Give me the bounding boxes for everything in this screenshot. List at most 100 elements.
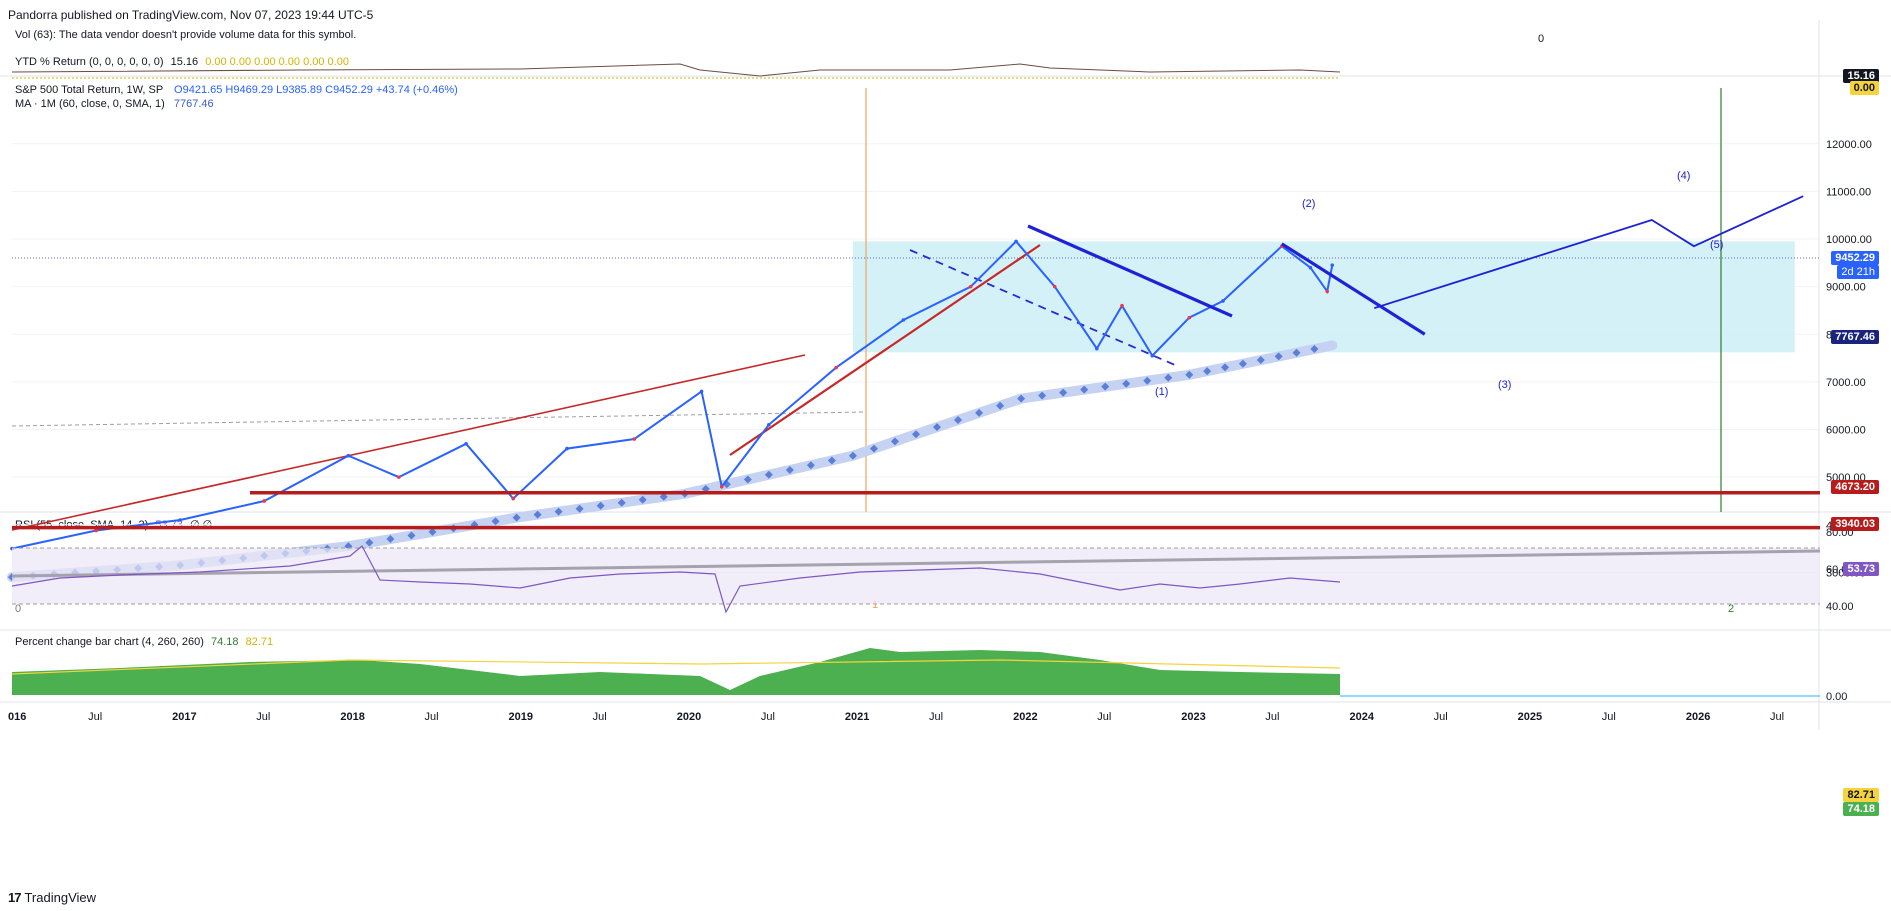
time-tick-15: Jul <box>1265 711 1279 723</box>
price-point-25 <box>1325 289 1330 294</box>
time-tick-3: Jul <box>256 711 270 723</box>
price-point-18 <box>1095 346 1099 351</box>
time-tick-0: 016 <box>8 711 26 723</box>
ma-series <box>7 340 1338 583</box>
time-tick-17: Jul <box>1434 711 1448 723</box>
ma-diamond-7-4 <box>1256 356 1265 365</box>
ma-diamond-2-1 <box>365 538 374 547</box>
ma-diamond-6-5 <box>1122 379 1131 388</box>
ma-diamond-3-2 <box>554 507 563 516</box>
ytd-line <box>11 63 1341 77</box>
publisher-header: Pandorra published on TradingView.com, N… <box>8 8 374 22</box>
price-tick-5: 7000.00 <box>1826 377 1866 389</box>
ma-diamond-7-2 <box>1221 363 1230 372</box>
price-point-5 <box>397 475 401 479</box>
wave-1-label: (1) <box>1155 386 1168 398</box>
footer-logo[interactable]: 17 TradingView <box>8 890 96 905</box>
ohlc-values: O9421.65 H9469.29 L9385.89 C9452.29 +43.… <box>174 84 458 96</box>
ma-diamond-6-0 <box>1017 394 1026 403</box>
rsi-line <box>11 545 1341 614</box>
countdown-badge: 2d 21h <box>1837 265 1879 279</box>
ytd-value: 15.16 <box>170 56 199 68</box>
time-tick-10: 2021 <box>845 711 869 723</box>
ma-diamond-4-4 <box>764 470 773 479</box>
time-tick-20: 2026 <box>1686 711 1710 723</box>
price-axis-ticks: 12000.0011000.0010000.009000.008000.0070… <box>1826 139 1872 580</box>
price-tick-0: 12000.00 <box>1826 139 1872 151</box>
ma-diamond-3-4 <box>596 501 605 510</box>
support-levels <box>12 490 1820 530</box>
downtrend-2023 <box>1280 242 1426 336</box>
pct-yellow-line <box>11 659 1341 675</box>
price-point-19 <box>1120 303 1124 308</box>
time-tick-19: Jul <box>1602 711 1616 723</box>
ma-diamond-3-6 <box>638 495 647 504</box>
volume-axis-zero: 0 <box>1538 33 1545 45</box>
time-tick-9: Jul <box>761 711 775 723</box>
price-point-4 <box>346 453 351 458</box>
footer-logo-text: TradingView <box>24 890 97 905</box>
time-axis: 016 Jul 2017 Jul 2018 Jul 2019 Jul 2020 Jul 2021 Ju… <box>8 711 1784 723</box>
rising-wedge-upper <box>11 354 806 531</box>
pct-value-2: 82.71 <box>245 636 274 648</box>
ma-diamond-7-5 <box>1274 352 1283 361</box>
pct-badge-1: 82.71 <box>1843 788 1879 802</box>
ma-diamond-2-7 <box>491 517 500 526</box>
ma-value: 7767.46 <box>173 98 214 110</box>
price-point-6 <box>464 442 468 446</box>
time-tick-8: 2020 <box>677 711 701 723</box>
time-tick-11: Jul <box>929 711 943 723</box>
time-tick-7: Jul <box>593 711 607 723</box>
ma-diamond-4-3 <box>743 475 752 484</box>
ytd-label: YTD % Return (0, 0, 0, 0, 0, 0) 15.16 0.… <box>15 56 349 68</box>
price-point-26 <box>1330 263 1335 267</box>
ma-diamond-3-1 <box>533 510 542 519</box>
ma-diamond-6-4 <box>1101 382 1110 391</box>
marker-2-label: 2 <box>1728 603 1734 615</box>
price-badge: 9452.29 <box>1831 251 1879 265</box>
price-tick-3: 9000.00 <box>1826 282 1866 294</box>
price-tick-2: 10000.00 <box>1826 234 1872 246</box>
price-point-9 <box>632 437 637 441</box>
ma-diamond-4-5 <box>785 466 794 474</box>
ma-diamond-5-3 <box>912 430 920 439</box>
time-tick-18: 2025 <box>1518 711 1542 723</box>
price-tick-6: 6000.00 <box>1826 425 1866 437</box>
ma-diamond-3-0 <box>512 513 521 522</box>
wave-5-label: (5) <box>1710 239 1723 251</box>
time-tick-12: 2022 <box>1013 711 1037 723</box>
price-point-20 <box>1150 353 1155 358</box>
dashed-channel-line <box>909 249 1176 366</box>
marker-0-label: 0 <box>15 603 21 615</box>
pct-label-text: Percent change bar chart (4, 260, 260) <box>15 636 204 648</box>
price-point-3 <box>262 499 267 503</box>
ma-diamond-5-1 <box>869 444 878 453</box>
pct-tick-zero: 0.00 <box>1826 691 1847 703</box>
volume-label: Vol (63): The data vendor doesn't provid… <box>15 29 357 41</box>
ma-badge: 7767.46 <box>1831 330 1879 344</box>
rsi-tick-40: 40.00 <box>1826 601 1854 613</box>
ytd-label-text: YTD % Return (0, 0, 0, 0, 0, 0) <box>15 56 164 68</box>
ma-diamond-5-2 <box>890 437 899 446</box>
ytd-badge: 15.16 <box>1843 69 1879 83</box>
ma-diamond-6-7 <box>1164 373 1173 382</box>
price-point-17 <box>1052 284 1057 289</box>
ma-diamond-2-3 <box>407 531 416 540</box>
ma-diamond-6-2 <box>1059 388 1068 397</box>
pct-badge-2: 74.18 <box>1843 802 1879 816</box>
ma-diamond-7-6 <box>1292 348 1301 357</box>
ma-label: MA · 1M (60, close, 0, SMA, 1) <box>15 98 165 110</box>
wave-4-label: (4) <box>1677 170 1690 182</box>
time-tick-13: Jul <box>1097 711 1111 723</box>
ma-diamond-7-3 <box>1238 359 1247 368</box>
ma-diamond-5-6 <box>975 408 984 417</box>
ma-diamond-3-7 <box>659 492 668 501</box>
time-tick-6: 2019 <box>509 711 533 723</box>
price-point-15 <box>968 284 973 289</box>
downtrend-2022 <box>1027 224 1233 318</box>
dashed-reference-line <box>11 411 867 427</box>
price-point-12 <box>767 422 771 427</box>
price-point-7 <box>511 496 515 501</box>
ma-diamond-4-6 <box>806 461 815 470</box>
